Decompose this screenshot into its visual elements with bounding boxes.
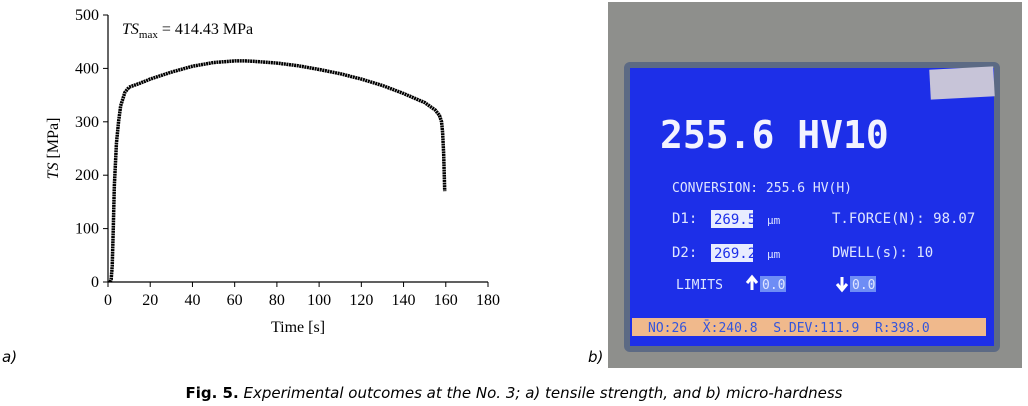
y-tick-label: 0 (91, 274, 99, 291)
arrow-up (745, 274, 759, 290)
screen-text: CONVERSION: 255.6 HV(H) (672, 181, 852, 196)
screen-text: DWELL(s): 10 (832, 245, 933, 261)
annotation-subscript: max (139, 29, 158, 41)
screen-text: LIMITS (676, 278, 723, 293)
x-tick-label: 120 (349, 292, 373, 309)
caption-text: Experimental outcomes at the No. 3; a) t… (243, 384, 842, 402)
x-tick-label: 60 (227, 292, 243, 309)
panel-label: b) (588, 348, 603, 366)
x-tick-label: 0 (104, 292, 112, 309)
value-box (850, 276, 876, 292)
screen-text: T.FORCE(N): 98.07 (832, 211, 975, 227)
y-axis-label: TS [MPa] (45, 118, 62, 180)
y-tick-label: 500 (75, 7, 99, 24)
x-tick-label: 80 (269, 292, 285, 309)
screen-value: 0.0 (762, 278, 785, 293)
x-axis-label: Time [s] (271, 319, 325, 336)
annotation-text: = 414.43 MPa (162, 21, 253, 38)
sticker (929, 66, 995, 100)
x-tick-label: 140 (392, 292, 416, 309)
y-tick-label: 300 (75, 114, 99, 131)
y-tick-label: 200 (75, 167, 99, 184)
value-box (711, 244, 753, 262)
x-tick-label: 40 (184, 292, 200, 309)
screen (630, 68, 994, 346)
panel-label: a) (2, 348, 17, 366)
caption-label: Fig. 5. (186, 384, 239, 402)
y-tick-label: 100 (75, 221, 99, 238)
x-tick-label: 180 (476, 292, 500, 309)
screen-reading: 255.6 HV10 (660, 113, 889, 157)
arrow-down (835, 277, 849, 293)
screen-text: µm (767, 248, 781, 261)
photo: 255.6 HV10 CONVERSION: 255.6 HV(H) D1: 2… (608, 2, 1022, 368)
data-line (108, 59, 447, 283)
screen-text: D1: (672, 211, 697, 227)
screen-text: D2: (672, 245, 697, 261)
x-tick-label: 100 (307, 292, 331, 309)
value-box (760, 276, 786, 292)
status-bar (632, 318, 986, 336)
x-tick-label: 160 (434, 292, 458, 309)
y-label-unit: [MPa] (45, 118, 62, 159)
chart: 0 20 40 60 80 100 120 140 160 180 0 100 200 300 400 500… (45, 7, 500, 336)
value-box (711, 210, 753, 228)
annotation: TSmax = 414.43 MPa (122, 21, 253, 41)
screen-value: 0.0 (852, 278, 875, 293)
status-text: NO:26 X̄:240.8 S.DEV:111.9 R:398.0 (648, 321, 930, 336)
annotation-symbol: TS (122, 21, 139, 38)
screen-value: 269.5 (714, 212, 756, 228)
x-tick-label: 20 (142, 292, 158, 309)
screen-text: µm (767, 214, 781, 227)
y-tick-label: 400 (75, 60, 99, 77)
caption: Fig. 5. Experimental outcomes at the No.… (186, 384, 843, 402)
screen-value: 269.2 (714, 246, 756, 262)
y-label-symbol: TS (45, 162, 62, 179)
